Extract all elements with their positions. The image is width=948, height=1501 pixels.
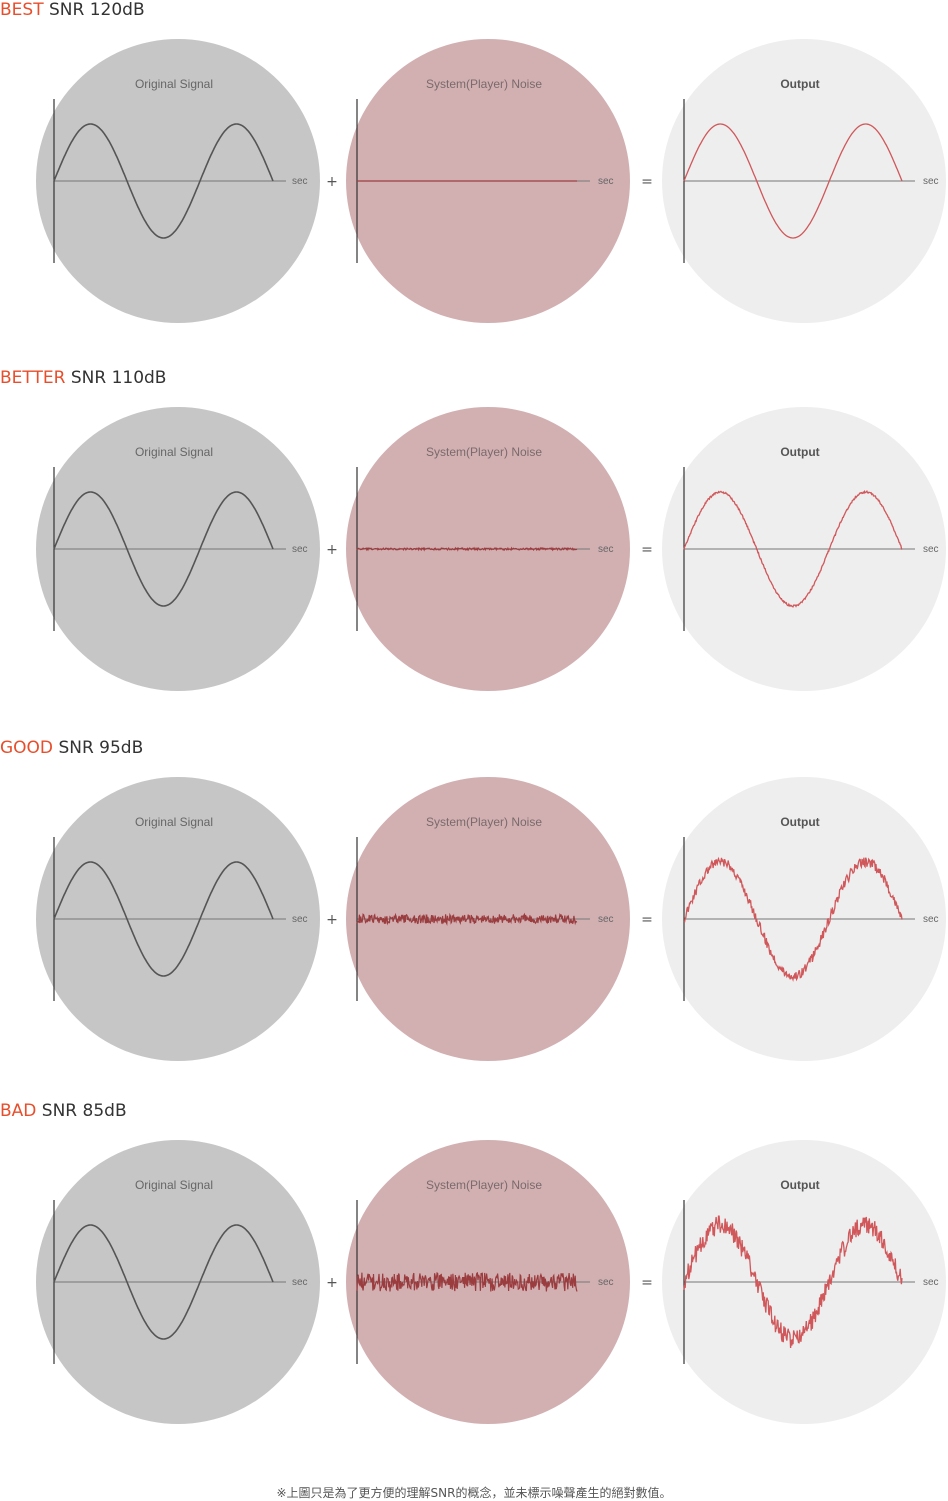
output-panel: Output sec <box>662 39 946 323</box>
noise-panel: System(Player) Noise sec <box>346 777 630 1061</box>
plus-operator: + <box>326 174 338 190</box>
waveform-diagram: Original Signal sec System(Player) Noise se… <box>36 1140 946 1424</box>
noise-panel: System(Player) Noise sec <box>346 407 630 691</box>
grade-label: BETTER <box>0 368 66 388</box>
grade-label: BEST <box>0 0 44 20</box>
output-axis-label: sec <box>923 914 939 925</box>
output-title: Output <box>780 445 819 459</box>
snr-value: SNR 85dB <box>41 1101 127 1121</box>
original-panel: Original Signal sec <box>36 777 320 1061</box>
noise-title: System(Player) Noise <box>426 1178 542 1192</box>
output-waveform <box>683 1215 903 1349</box>
noise-axis-label: sec <box>598 544 614 555</box>
noise-waveform <box>356 546 578 552</box>
output-panel: Output sec <box>662 407 946 691</box>
output-title: Output <box>780 1178 819 1192</box>
original-title: Original Signal <box>135 1178 213 1192</box>
section-title: BEST SNR 120dB <box>0 0 145 20</box>
equals-operator: = <box>641 912 653 928</box>
original-panel: Original Signal sec <box>36 407 320 691</box>
grade-label: GOOD <box>0 738 54 758</box>
original-waveform <box>53 1224 274 1340</box>
snr-value: SNR 95dB <box>58 738 144 758</box>
noise-axis-label: sec <box>598 1277 614 1288</box>
plus-operator: + <box>326 912 338 928</box>
plus-operator: + <box>326 542 338 558</box>
snr-section-better: BETTER SNR 110dB Original Signal sec System… <box>0 368 948 728</box>
output-title: Output <box>780 815 819 829</box>
plus-operator: + <box>326 1275 338 1291</box>
output-axis-label: sec <box>923 1277 939 1288</box>
original-title: Original Signal <box>135 815 213 829</box>
output-title: Output <box>780 77 819 91</box>
output-axis-label: sec <box>923 176 939 187</box>
original-waveform <box>53 491 274 607</box>
original-panel: Original Signal sec <box>36 39 320 323</box>
noise-panel: System(Player) Noise sec <box>346 39 630 323</box>
original-waveform <box>53 123 274 239</box>
footnote: ※上圖只是為了更方便的理解SNR的概念，並未標示噪聲產生的絕對數值。 <box>276 1486 672 1500</box>
snr-section-bad: BAD SNR 85dB Original Signal sec System(Pla… <box>0 1101 948 1461</box>
snr-section-good: GOOD SNR 95dB Original Signal sec System(Pl… <box>0 738 948 1098</box>
noise-title: System(Player) Noise <box>426 445 542 459</box>
original-title: Original Signal <box>135 77 213 91</box>
output-panel: Output sec <box>662 777 946 1061</box>
noise-panel: System(Player) Noise sec <box>346 1140 630 1424</box>
noise-title: System(Player) Noise <box>426 815 542 829</box>
snr-value: SNR 120dB <box>49 0 145 20</box>
original-panel: Original Signal sec <box>36 1140 320 1424</box>
noise-waveform <box>356 1271 578 1292</box>
snr-section-best: BEST SNR 120dB Original Signal sec System(P… <box>0 0 948 360</box>
equals-operator: = <box>641 1275 653 1291</box>
output-waveform <box>683 489 903 608</box>
section-title: GOOD SNR 95dB <box>0 738 143 758</box>
original-axis-label: sec <box>292 914 308 925</box>
original-axis-label: sec <box>292 176 308 187</box>
waveform-diagram: Original Signal sec System(Player) Noise se… <box>36 407 946 691</box>
section-title: BAD SNR 85dB <box>0 1101 127 1121</box>
original-title: Original Signal <box>135 445 213 459</box>
snr-value: SNR 110dB <box>70 368 167 388</box>
original-waveform <box>53 861 274 977</box>
grade-label: BAD <box>0 1101 37 1121</box>
waveform-diagram: Original Signal sec System(Player) Noise se… <box>36 39 946 323</box>
noise-axis-label: sec <box>598 176 614 187</box>
original-axis-label: sec <box>292 1277 308 1288</box>
equals-operator: = <box>641 174 653 190</box>
noise-title: System(Player) Noise <box>426 77 542 91</box>
noise-axis-label: sec <box>598 914 614 925</box>
output-waveform <box>683 856 903 982</box>
noise-waveform <box>356 912 578 926</box>
equals-operator: = <box>641 542 653 558</box>
waveform-diagram: Original Signal sec System(Player) Noise se… <box>36 777 946 1061</box>
output-waveform <box>683 123 903 239</box>
output-panel: Output sec <box>662 1140 946 1424</box>
original-axis-label: sec <box>292 544 308 555</box>
section-title: BETTER SNR 110dB <box>0 368 166 388</box>
output-axis-label: sec <box>923 544 939 555</box>
